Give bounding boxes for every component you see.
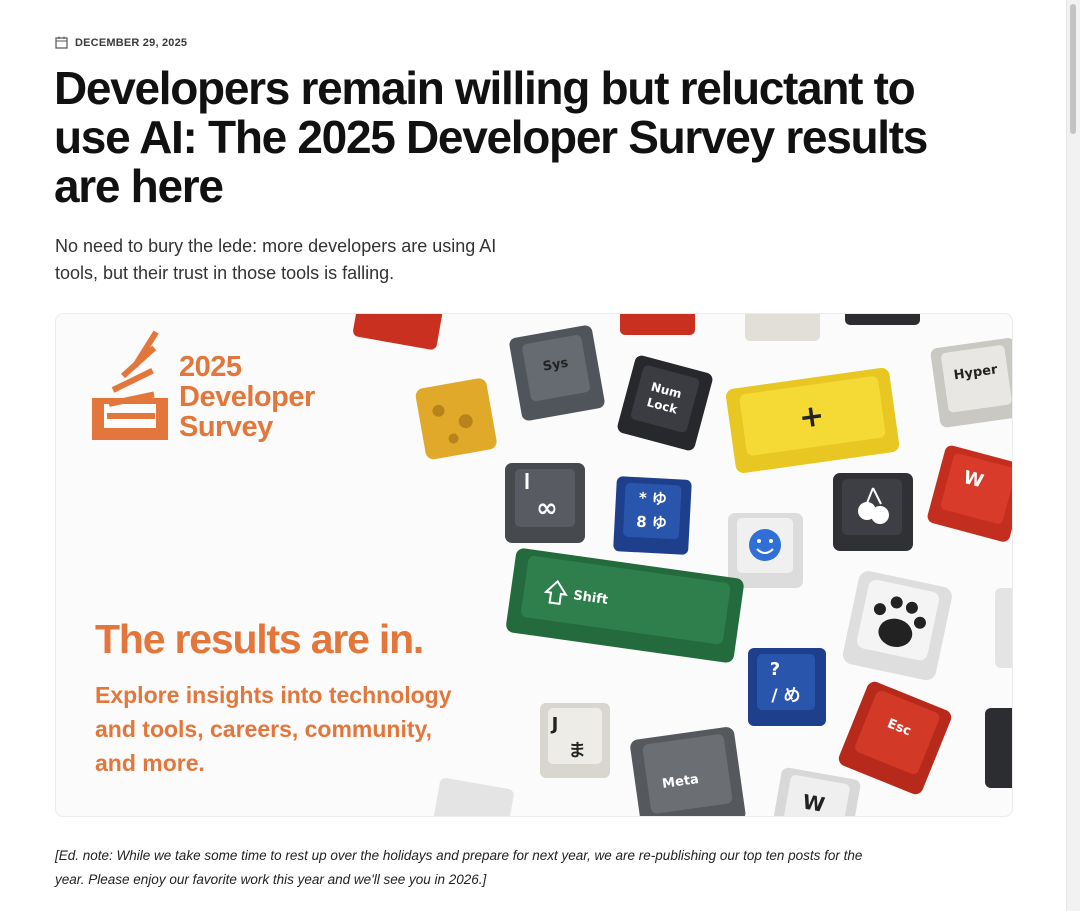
post-date: DECEMBER 29, 2025 bbox=[55, 36, 187, 49]
keycap-label: Meta bbox=[661, 772, 699, 792]
scrollbar[interactable] bbox=[1066, 0, 1080, 911]
hero-subtext: and tools, careers, community, bbox=[95, 716, 432, 742]
keycap-label: ? bbox=[770, 659, 780, 680]
logo-text: 2025 bbox=[179, 351, 242, 383]
article-title: Developers remain willing but reluctant … bbox=[54, 62, 928, 212]
keycap-label: W bbox=[801, 789, 827, 816]
keycap-label: ま bbox=[569, 741, 586, 761]
title-line: use AI: The 2025 Developer Survey result… bbox=[54, 111, 928, 163]
article-lede: No need to bury the lede: more developer… bbox=[55, 233, 496, 287]
note-line: [Ed. note: While we take some time to re… bbox=[55, 848, 863, 863]
logo-text: Survey bbox=[179, 411, 273, 443]
calendar-icon bbox=[55, 36, 68, 49]
keycap-label: * ゆ bbox=[638, 489, 667, 508]
keycap-label: Shift bbox=[572, 588, 609, 608]
keycap-label: + bbox=[797, 398, 827, 436]
title-line: Developers remain willing but reluctant … bbox=[54, 62, 916, 114]
editor-note: [Ed. note: While we take some time to re… bbox=[55, 844, 862, 892]
hero-image: 2025 Developer Survey The results are in… bbox=[55, 313, 1013, 817]
scrollbar-thumb[interactable] bbox=[1070, 4, 1076, 134]
title-line: are here bbox=[54, 160, 224, 212]
keycap-label: Sys bbox=[542, 355, 570, 374]
logo bbox=[92, 330, 168, 440]
note-line: year. Please enjoy our favorite work thi… bbox=[55, 872, 487, 887]
keycap-label: ∞ bbox=[536, 494, 558, 524]
lede-line: No need to bury the lede: more developer… bbox=[55, 236, 497, 256]
logo-text: Developer bbox=[179, 381, 315, 413]
keycap-label: J bbox=[550, 714, 559, 735]
keycap-label: Hyper bbox=[953, 362, 999, 383]
hero-subtext: and more. bbox=[95, 750, 205, 776]
hero-headline: The results are in. bbox=[95, 616, 423, 662]
keycap-label: / め bbox=[771, 686, 800, 706]
keycap-label: 8 ゆ bbox=[636, 513, 668, 533]
hero-subtext: Explore insights into technology bbox=[95, 682, 452, 708]
lede-line: tools, but their trust in those tools is… bbox=[55, 263, 395, 283]
date-text: DECEMBER 29, 2025 bbox=[75, 36, 188, 49]
